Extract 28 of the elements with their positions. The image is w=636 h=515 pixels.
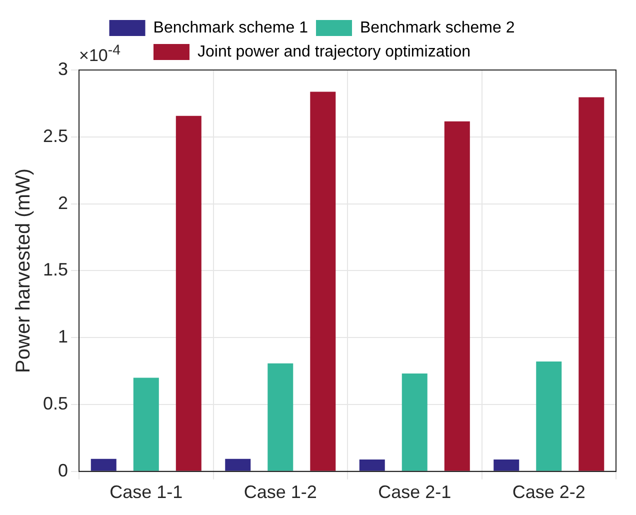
x-tick-label: Case 2-2 <box>512 482 586 502</box>
y-tick-label: 2.5 <box>42 126 68 146</box>
bar <box>310 92 336 471</box>
bar <box>359 459 385 471</box>
bar <box>578 97 604 471</box>
y-tick-label: 2 <box>58 192 68 213</box>
text: ×10$^{-4}$ <box>79 42 120 66</box>
legend-label: Benchmark scheme 1 <box>153 19 308 36</box>
legend-label: Benchmark scheme 2 <box>360 19 515 36</box>
bar <box>268 363 294 471</box>
x-tick-label: Case 1-1 <box>110 482 183 502</box>
bar <box>494 459 520 471</box>
legend-label: Joint power and trajectory optimization <box>197 43 471 60</box>
bar <box>133 378 159 471</box>
bar <box>536 362 562 471</box>
bar <box>90 458 116 471</box>
y-tick-label: 0 <box>58 460 68 480</box>
y-tick-label: 1 <box>58 326 68 347</box>
x-tick-label: Case 1-2 <box>244 482 317 502</box>
bar <box>176 116 202 471</box>
y-tick-label: 0.5 <box>42 393 68 414</box>
x-tick-label: Case 2-1 <box>378 482 452 502</box>
y-tick-label: 3 <box>58 58 68 79</box>
bar <box>225 458 251 471</box>
y-axis-title: Power harvested (mW) <box>12 168 35 373</box>
bar <box>444 121 470 471</box>
y-tick-label: 1.5 <box>42 260 68 280</box>
bar <box>402 373 428 471</box>
